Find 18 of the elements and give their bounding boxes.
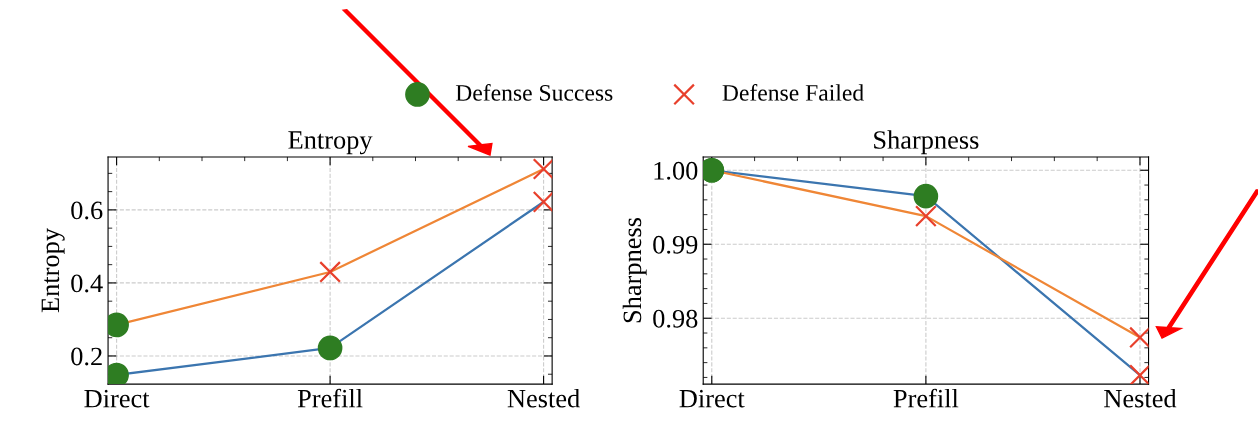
y-tick-label: 0.2 bbox=[71, 347, 102, 366]
y-tick-label: 1.00 bbox=[654, 161, 698, 180]
x-tick-label: Prefill bbox=[297, 388, 363, 408]
x-tick-label: Nested bbox=[507, 388, 580, 408]
y-axis-title: Sharpness bbox=[622, 217, 647, 323]
legend-label: Defense Success bbox=[455, 84, 613, 101]
y-axis-title: Entropy bbox=[41, 228, 65, 313]
chart-title: Entropy bbox=[288, 131, 373, 155]
y-tick-label: 0.98 bbox=[653, 309, 698, 328]
y-tick-label: 0.6 bbox=[71, 201, 103, 220]
legend-label: Defense Failed bbox=[722, 84, 864, 101]
x-tick-label: Nested bbox=[1104, 388, 1177, 408]
x-tick-label: Prefill bbox=[893, 388, 959, 408]
x-tick-label: Direct bbox=[679, 389, 745, 408]
chart-title: Sharpness bbox=[874, 130, 979, 155]
x-tick-label: Direct bbox=[84, 389, 150, 408]
y-tick-label: 0.4 bbox=[71, 274, 103, 293]
y-tick-label: 0.99 bbox=[653, 235, 698, 254]
